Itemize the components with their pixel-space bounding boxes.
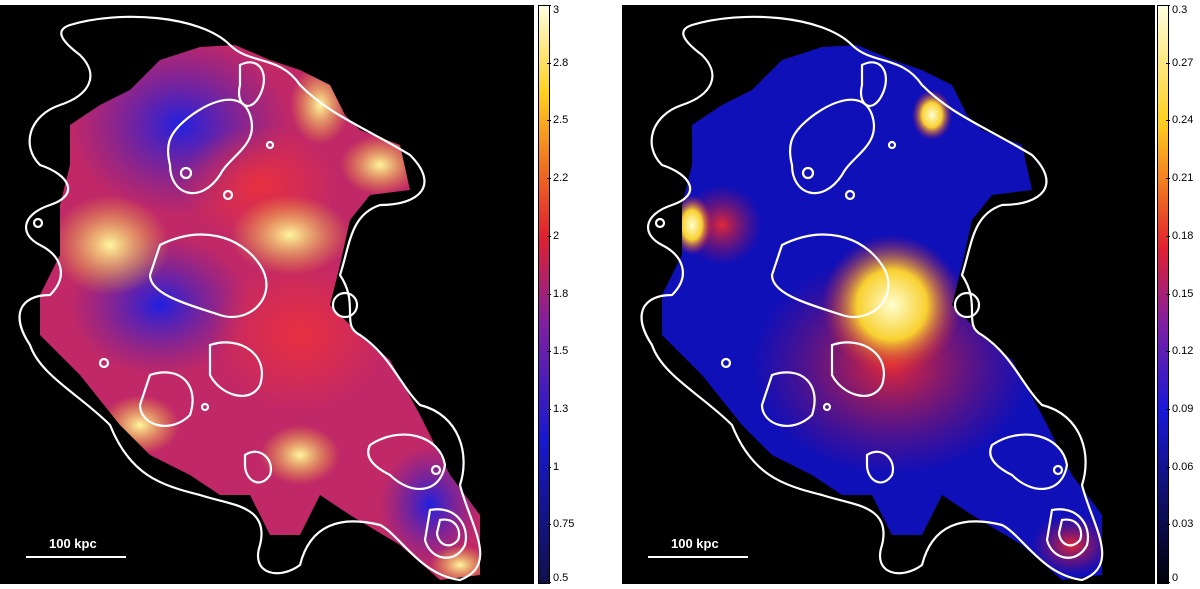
colorbar-tick-mark bbox=[547, 120, 551, 122]
colorbar-tick-mark bbox=[547, 178, 551, 180]
colorbar-tick-label: 2 bbox=[553, 229, 560, 242]
temperature-map bbox=[18, 15, 482, 582]
colorbar-right-ticks: 0.3 0.27 0.24 0.21 0.18 0.15 0.12 0.09 0.06 0.03 0 bbox=[1166, 4, 1200, 584]
colorbar-tick-mark bbox=[1166, 178, 1170, 180]
colorbar-tick-mark bbox=[547, 235, 551, 237]
contour-lines-left bbox=[18, 15, 482, 582]
colorbar-tick-mark bbox=[1166, 466, 1170, 468]
colorbar-tick-label: 2.8 bbox=[553, 56, 569, 69]
colorbar-tick-label: 0.09 bbox=[1172, 402, 1194, 415]
colorbar-tick-mark bbox=[547, 293, 551, 295]
colorbar-left-ticks: 3 2.8 2.5 2.2 2 1.8 1.5 1.3 1 0.75 0.5 bbox=[547, 4, 597, 584]
scalebar-label: 100 kpc bbox=[671, 536, 719, 551]
colorbar-tick-label: 0.27 bbox=[1172, 56, 1194, 69]
colorbar-tick-mark bbox=[547, 466, 551, 468]
colorbar-tick-mark bbox=[1166, 5, 1170, 6]
colorbar-tick-mark bbox=[1166, 351, 1170, 353]
colorbar-tick-label: 1 bbox=[553, 460, 560, 473]
colorbar-tick-label: 0.3 bbox=[1172, 4, 1188, 16]
colorbar-tick-mark bbox=[1166, 582, 1170, 583]
map-panel-right: 100 kpc bbox=[622, 5, 1155, 584]
colorbar-tick-label: 0.75 bbox=[553, 518, 575, 531]
colorbar-tick-label: 0.03 bbox=[1172, 518, 1194, 531]
colorbar-tick-label: 1.5 bbox=[553, 345, 569, 358]
scalebar-label: 100 kpc bbox=[49, 536, 97, 551]
colorbar-tick-mark bbox=[1166, 120, 1170, 122]
colorbar-tick-label: 1.8 bbox=[553, 287, 569, 300]
colorbar-tick-label: 0.24 bbox=[1172, 114, 1194, 127]
scalebar-line bbox=[26, 556, 126, 558]
colorbar-tick-label: 0.18 bbox=[1172, 229, 1194, 242]
colorbar-tick-mark bbox=[1166, 408, 1170, 410]
colorbar-tick-label: 0.21 bbox=[1172, 172, 1194, 185]
contour-lines-right bbox=[640, 15, 1104, 582]
colorbar-tick-label: 0 bbox=[1172, 572, 1179, 584]
colorbar-tick-label: 0.06 bbox=[1172, 460, 1194, 473]
colorbar-tick-mark bbox=[1166, 524, 1170, 526]
colorbar-tick-mark bbox=[547, 582, 551, 583]
colorbar-tick-mark bbox=[1166, 62, 1170, 64]
map-panel-left: 100 kpc bbox=[0, 5, 534, 584]
colorbar-tick-label: 2.2 bbox=[553, 172, 569, 185]
scalebar-line bbox=[648, 556, 748, 558]
colorbar-tick-mark bbox=[547, 5, 551, 6]
colorbar-tick-label: 0.15 bbox=[1172, 287, 1194, 300]
entropy-map bbox=[640, 15, 1104, 582]
colorbar-tick-label: 3 bbox=[553, 4, 560, 16]
colorbar-left bbox=[538, 5, 550, 584]
colorbar-tick-mark bbox=[547, 62, 551, 64]
colorbar-tick-mark bbox=[547, 351, 551, 353]
colorbar-tick-mark bbox=[547, 408, 551, 410]
colorbar-tick-label: 2.5 bbox=[553, 114, 569, 127]
colorbar-tick-label: 1.3 bbox=[553, 402, 569, 415]
colorbar-tick-label: 0.5 bbox=[553, 572, 569, 584]
colorbar-tick-label: 0.12 bbox=[1172, 345, 1194, 358]
colorbar-right bbox=[1157, 5, 1169, 584]
colorbar-tick-mark bbox=[1166, 293, 1170, 295]
colorbar-tick-mark bbox=[547, 524, 551, 526]
colorbar-tick-mark bbox=[1166, 235, 1170, 237]
